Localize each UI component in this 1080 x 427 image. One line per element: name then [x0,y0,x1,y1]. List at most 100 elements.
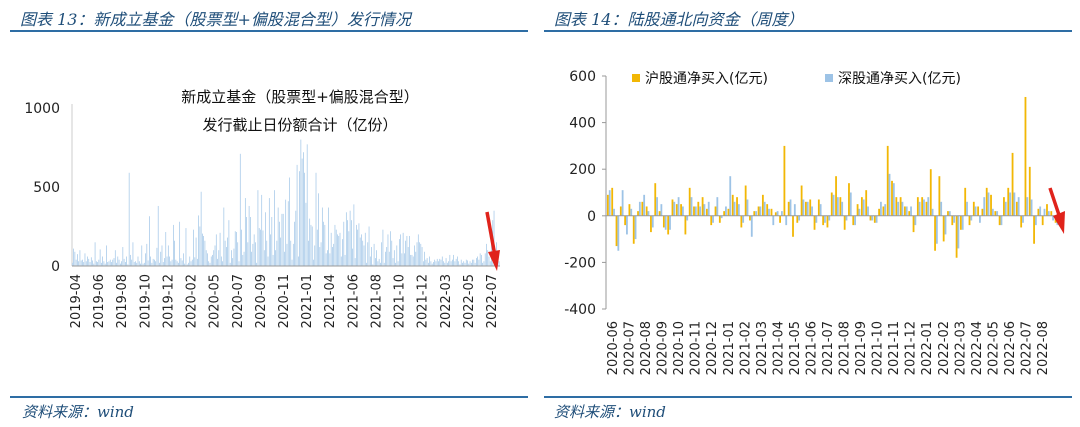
x-tick-label: 2020-09 [254,274,269,328]
sz-connect-bar [725,206,727,216]
y-tick-label: 0 [587,209,596,225]
issuance-bar [109,259,111,266]
issuance-bar [419,242,420,266]
issuance-bar [356,224,357,266]
sz-connect-bar [1013,192,1016,216]
trend-arrow-shaft [485,211,497,257]
issuance-bar [472,259,473,266]
sh-connect-bar [684,215,687,235]
issuance-bar [256,262,258,266]
sh-connect-bar [968,215,971,226]
source-note: 资料来源：wind [22,403,134,421]
sh-connect-bar [916,197,919,216]
issuance-bar [267,256,269,266]
issuance-bar [393,250,395,266]
issuance-bar [181,260,183,266]
x-tick-label: 2020-05 [208,274,223,328]
issuance-bar [316,229,318,266]
issuance-bar [151,262,153,266]
issuance-bar [381,242,383,266]
issuance-bar [468,263,470,266]
issuance-bar [270,234,271,266]
issuance-bar [376,250,377,266]
issuance-bar [101,262,102,266]
issuance-bar [478,259,480,266]
sh-connect-bar [697,201,700,216]
issuance-bar [357,229,359,266]
issuance-bar [382,229,384,266]
sz-connect-bar [802,199,805,216]
issuance-bar [78,261,79,266]
issuance-bar [123,258,125,266]
legend-swatch-sh [632,74,640,82]
sz-connect-bar [763,201,766,216]
issuance-bar [261,194,263,266]
issuance-bar [352,248,353,266]
issuance-bar [119,263,121,266]
issuance-bar [169,256,170,266]
sh-connect-bar [805,201,807,216]
issuance-bar [79,250,81,266]
sz-connect-bar [832,194,835,216]
sh-connect-bar [607,194,609,216]
sh-connect-bar [809,199,812,216]
issuance-bar [282,213,284,266]
sz-connect-bar [862,199,865,216]
sz-connect-bar [849,192,852,216]
issuance-bar [434,259,436,266]
issuance-bar [383,262,385,266]
sh-connect-bar [1011,152,1014,216]
sz-connect-bar [918,201,921,216]
y-tick-label: 1000 [24,101,60,117]
sz-connect-bar [940,201,943,216]
y-tick-label: 600 [569,69,596,85]
issuance-bar [405,240,406,266]
issuance-bar [95,261,97,266]
sz-connect-bar [673,201,676,216]
sz-connect-bar [974,206,977,216]
x-tick-label: 2021-06 [346,274,361,328]
issuance-bar [372,264,374,266]
issuance-bar [193,229,194,266]
issuance-bar [340,256,342,266]
sz-connect-bar [772,215,775,226]
x-tick-label: 2021-10 [393,274,408,328]
issuance-bar [351,220,352,266]
issuance-bar [185,228,187,266]
x-tick-label: 2022-06 [1003,321,1018,375]
x-tick-label: 2022-03 [953,321,968,375]
issuance-bar [92,260,93,266]
sz-connect-bar [608,190,611,216]
issuance-bar [465,259,467,266]
issuance-bar [431,263,433,266]
sz-connect-bar [669,215,671,230]
sz-connect-bar [996,211,999,216]
sz-connect-bar [789,199,792,216]
x-tick-label: 2021-04 [323,274,338,328]
x-tick-label: 2019-12 [161,274,176,328]
sh-connect-bar [1020,215,1023,228]
issuance-bar [149,216,150,266]
sz-connect-bar [793,204,796,216]
sz-connect-bar [1017,197,1020,216]
sz-connect-bar [1034,215,1037,226]
x-tick-label: 2020-11 [689,321,704,375]
sz-connect-bar [699,206,702,216]
issuance-bar [292,243,294,266]
issuance-bar [421,247,423,266]
issuance-bar [407,247,409,266]
issuance-bar [195,237,197,266]
issuance-bar [155,261,157,266]
issuance-bar [433,262,434,266]
issuance-bar [223,207,225,266]
issuance-bar [217,258,218,266]
issuance-bar [98,259,100,266]
issuance-bar [226,247,227,266]
issuance-bar [154,259,155,266]
sh-connect-bar [611,187,614,216]
issuance-bar [233,248,235,266]
sh-connect-bar [727,208,730,216]
x-tick-label: 2021-04 [771,321,786,375]
issuance-bar [410,254,412,266]
issuance-bar [329,253,331,266]
